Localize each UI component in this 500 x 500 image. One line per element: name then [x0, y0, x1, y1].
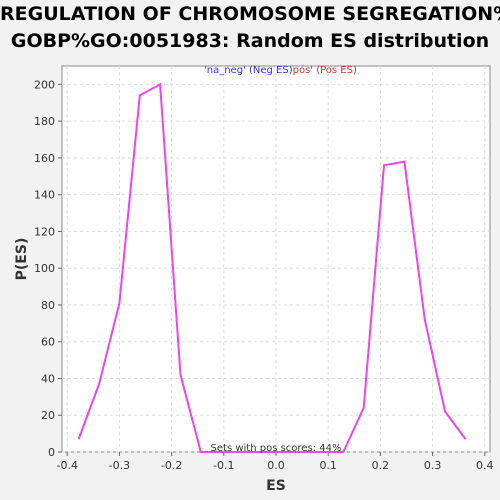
y-tick-label: 40: [41, 372, 55, 385]
x-tick-label: -0.2: [161, 459, 182, 472]
y-tick-label: 160: [34, 152, 55, 165]
x-tick-label: -0.1: [213, 459, 234, 472]
series-line: [77, 82, 467, 453]
x-tick-label: -0.4: [56, 459, 77, 472]
x-tick-label: 0.1: [319, 459, 337, 472]
chart-title: REGULATION OF CHROMOSOME SEGREGATION%: [0, 3, 500, 25]
y-tick-label: 120: [34, 225, 55, 238]
x-tick-label: -0.3: [109, 459, 130, 472]
pos-score-annotation: Sets with pos scores: 44%: [211, 443, 342, 454]
y-tick-label: 140: [34, 189, 55, 202]
x-tick-label: 0.3: [424, 459, 442, 472]
y-tick-label: 60: [41, 336, 55, 349]
x-tick-label: 0.2: [372, 459, 390, 472]
y-tick-label: 180: [34, 115, 55, 128]
y-tick-label: 20: [41, 409, 55, 422]
x-tick-label: 0.4: [476, 459, 494, 472]
x-axis-label: ES: [266, 478, 286, 494]
y-tick-label: 100: [34, 262, 55, 275]
y-tick-label: 80: [41, 299, 55, 312]
chart-subtitle: GOBP%GO:0051983: Random ES distribution: [10, 30, 490, 52]
legend-neg-label: 'na_neg' (Neg ES): [204, 65, 293, 76]
axes: -0.4 -0.3 -0.2 -0.1 0.0 0.1 0.2 0.3 0.4 0 20 40 60 80…: [34, 78, 494, 472]
x-tick-label: 0.0: [267, 459, 285, 472]
y-tick-label: 0: [48, 446, 55, 459]
y-axis-label: P(ES): [14, 238, 30, 281]
legend-pos-label: pos' (Pos ES): [293, 65, 357, 76]
y-tick-label: 200: [34, 78, 55, 91]
